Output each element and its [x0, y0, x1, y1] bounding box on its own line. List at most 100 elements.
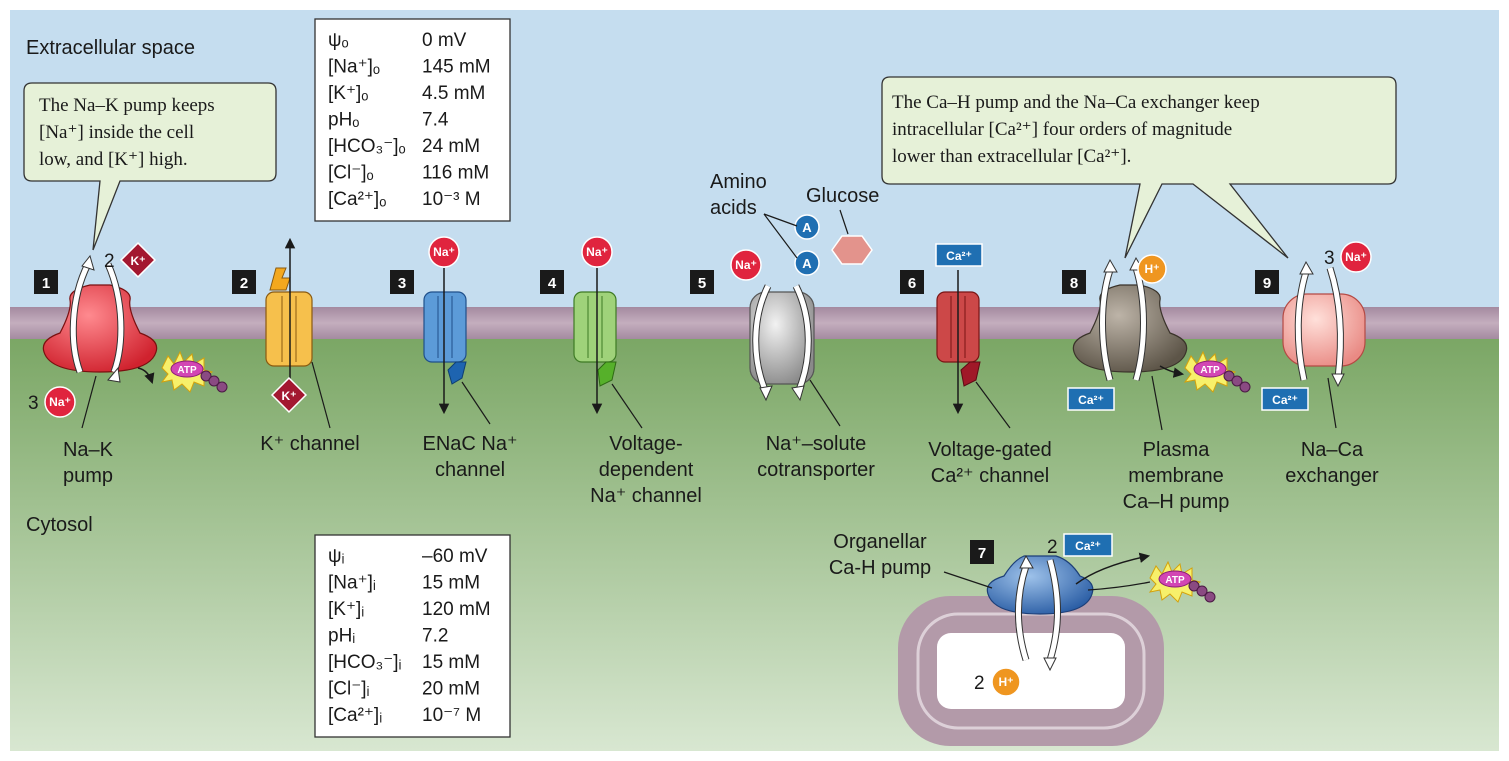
outside-table-param: [Ca²⁺]ₒ [328, 189, 386, 210]
ca-ion-exchanger-9: Ca²⁺ [1261, 387, 1309, 411]
transporter-7-label-line-2: Ca-H pump [829, 557, 931, 579]
h-ion-pump-8: H⁺ [1137, 254, 1167, 284]
glucose-icon [831, 235, 873, 265]
transporter-3-enac-channel [423, 268, 467, 415]
na-ion-label-9: Na⁺ [1345, 250, 1367, 264]
outside-table-value: 24 mM [422, 136, 480, 157]
k-ion-label-2: K⁺ [282, 389, 297, 403]
inside-table-value: –60 mV [422, 546, 488, 567]
na-ion-pump-1: Na⁺ [44, 386, 76, 418]
outside-table-param: [HCO₃⁻]ₒ [328, 136, 406, 157]
transporter-8-label-line-3: Ca–H pump [1123, 491, 1230, 513]
badge-number-6: 6 [908, 275, 916, 292]
h-ion-organelle-7: H⁺ [991, 667, 1021, 697]
badge-number-1: 1 [42, 275, 50, 292]
inside-table-param: pHᵢ [328, 626, 355, 647]
organelle [898, 596, 1164, 746]
k-ion-channel-2: K⁺ [270, 376, 308, 414]
badge-5: 5 [690, 270, 714, 294]
transporter-3-label-line-1: ENaC Na⁺ [422, 433, 517, 455]
callout-nak-line-2: [Na⁺] inside the cell [39, 122, 194, 143]
transporter-9-na-ca-exchanger [1282, 260, 1366, 388]
extracellular-label: Extracellular space [26, 37, 195, 59]
ca-ion-pump-8: Ca²⁺ [1067, 387, 1115, 411]
inside-table-value: 15 mM [422, 652, 480, 673]
inside-table-value: 20 mM [422, 679, 480, 700]
na-ion-channel-3: Na⁺ [428, 236, 460, 268]
outside-table-param: ψₒ [328, 30, 349, 51]
transporter-6-label-line-2: Ca²⁺ channel [931, 465, 1049, 487]
badge-number-9: 9 [1263, 275, 1271, 292]
badge-7: 7 [970, 540, 994, 564]
coef-nak-na: 3 [28, 393, 39, 414]
outside-table-param: [Cl⁻]ₒ [328, 163, 374, 184]
inside-table-param: [HCO₃⁻]ᵢ [328, 652, 402, 673]
ca-ion-organelle-7: Ca²⁺ [1063, 533, 1113, 557]
ca-ion-label-6: Ca²⁺ [946, 249, 972, 263]
outside-table-value: 145 mM [422, 57, 491, 78]
badge-8: 8 [1062, 270, 1086, 294]
transporter-8-label-line-2: membrane [1128, 465, 1224, 487]
atp-label-1: ATP [177, 365, 197, 376]
transporter-4-label-line-2: dependent [599, 459, 694, 481]
h-ion-label-7: H⁺ [999, 675, 1014, 689]
coef-org-h: 2 [974, 673, 985, 694]
transporter-7-organellar-ca-h-pump [986, 552, 1151, 672]
h-ion-label-8: H⁺ [1145, 262, 1160, 276]
callout-ca-line-3: lower than extracellular [Ca²⁺]. [892, 146, 1131, 167]
outside-table-value: 116 mM [422, 163, 489, 184]
outside-table-value: 4.5 mM [422, 83, 485, 104]
outside-table-value: 10⁻³ M [422, 189, 481, 210]
ca-ion-label-9: Ca²⁺ [1272, 393, 1298, 407]
na-ion-label-4: Na⁺ [586, 245, 608, 259]
atp-label-8: ATP [1200, 365, 1220, 376]
callout-ca: The Ca–H pump and the Na–Ca exchanger ke… [881, 76, 1397, 259]
amino-acid-label-1: A [802, 220, 812, 235]
inside-table-value: 15 mM [422, 573, 480, 594]
transporter-9-label-line-1: Na–Ca [1301, 439, 1364, 461]
transporter-5-na-solute-cotransporter [749, 284, 815, 402]
inside-table-param: [Cl⁻]ᵢ [328, 679, 370, 700]
k-ion-pump-1: K⁺ [119, 241, 157, 279]
transporter-2-k-channel [265, 237, 313, 400]
transporter-4-label-line-3: Na⁺ channel [590, 485, 702, 507]
ca-ion-channel-6: Ca²⁺ [935, 243, 983, 267]
transporter-1-na-k-pump [42, 254, 158, 384]
amino-acid-icon-2: A [794, 250, 820, 276]
callout-ca-line-2: intracellular [Ca²⁺] four orders of magn… [892, 119, 1232, 140]
badge-4: 4 [540, 270, 564, 294]
inside-table-value: 7.2 [422, 626, 448, 647]
na-ion-channel-4: Na⁺ [581, 236, 613, 268]
inside-table-param: [Ca²⁺]ᵢ [328, 705, 382, 726]
transporter-4-voltage-na-channel [573, 268, 617, 415]
transporter-6-voltage-ca-channel [936, 270, 981, 415]
badge-number-3: 3 [398, 275, 406, 292]
inside-table-value: 10⁻⁷ M [422, 705, 481, 726]
badge-2: 2 [232, 270, 256, 294]
transporter-5-label-line-2: cotransporter [757, 459, 875, 481]
inside-table-param: [K⁺]ᵢ [328, 599, 364, 620]
callout-ca-line-1: The Ca–H pump and the Na–Ca exchanger ke… [892, 92, 1260, 113]
callout-nak-line-3: low, and [K⁺] high. [39, 149, 188, 170]
coef-org-ca: 2 [1047, 537, 1058, 558]
transporter-2-label-line-1: K⁺ channel [260, 433, 360, 455]
badge-6: 6 [900, 270, 924, 294]
ca-ion-label-8: Ca²⁺ [1078, 393, 1104, 407]
transporter-8-plasma-membrane-ca-h-pump [1072, 256, 1188, 381]
na-ion-cotransporter-5: Na⁺ [730, 249, 762, 281]
amino-acids-label-2: acids [710, 197, 757, 219]
extracellular-concentration-table: ψₒ 0 mV [Na⁺]ₒ 145 mM [K⁺]ₒ 4.5 mM pHₒ 7.4 [HCO₃… [314, 18, 511, 222]
badge-number-2: 2 [240, 275, 248, 292]
badge-3: 3 [390, 270, 414, 294]
amino-acid-label-2: A [802, 256, 812, 271]
transporter-1-label-line-1: Na–K [63, 439, 114, 461]
badge-number-4: 4 [548, 275, 557, 292]
transporter-5-label-line-1: Na⁺–solute [766, 433, 867, 455]
badge-1: 1 [34, 270, 58, 294]
na-ion-label-1: Na⁺ [49, 395, 71, 409]
cytosolic-concentration-table: ψᵢ –60 mV [Na⁺]ᵢ 15 mM [K⁺]ᵢ 120 mM pHᵢ 7.2 [HCO… [314, 534, 511, 738]
callout-nak: The Na–K pump keeps [Na⁺] inside the cel… [23, 82, 277, 251]
coef-naca-na: 3 [1324, 248, 1335, 269]
